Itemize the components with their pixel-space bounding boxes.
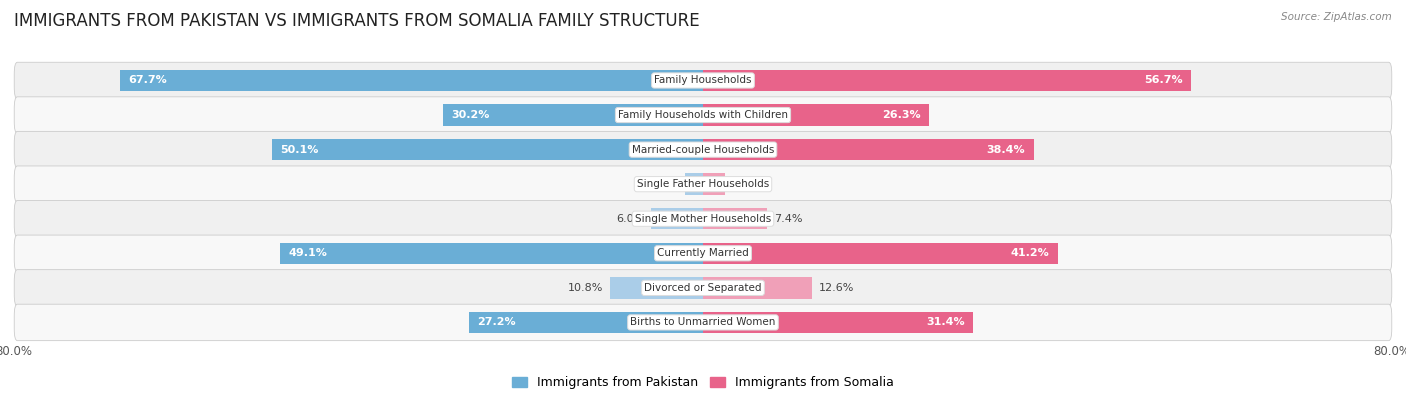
Bar bbox=[468, 312, 703, 333]
Text: 7.4%: 7.4% bbox=[773, 214, 801, 224]
Bar bbox=[703, 139, 1033, 160]
Legend: Immigrants from Pakistan, Immigrants from Somalia: Immigrants from Pakistan, Immigrants fro… bbox=[506, 371, 900, 394]
Text: 50.1%: 50.1% bbox=[280, 145, 319, 154]
FancyBboxPatch shape bbox=[14, 97, 1392, 133]
Text: Divorced or Separated: Divorced or Separated bbox=[644, 283, 762, 293]
Bar bbox=[703, 208, 766, 229]
FancyBboxPatch shape bbox=[14, 270, 1392, 306]
Text: 26.3%: 26.3% bbox=[882, 110, 921, 120]
Text: 10.8%: 10.8% bbox=[568, 283, 603, 293]
Bar bbox=[685, 173, 703, 195]
Text: Source: ZipAtlas.com: Source: ZipAtlas.com bbox=[1281, 12, 1392, 22]
FancyBboxPatch shape bbox=[14, 132, 1392, 168]
FancyBboxPatch shape bbox=[14, 201, 1392, 237]
Bar bbox=[280, 243, 703, 264]
FancyBboxPatch shape bbox=[14, 62, 1392, 99]
Text: Currently Married: Currently Married bbox=[657, 248, 749, 258]
Bar bbox=[703, 243, 1057, 264]
Text: 56.7%: 56.7% bbox=[1144, 75, 1182, 85]
Text: 49.1%: 49.1% bbox=[288, 248, 328, 258]
FancyBboxPatch shape bbox=[14, 304, 1392, 340]
Bar bbox=[651, 208, 703, 229]
Text: Family Households: Family Households bbox=[654, 75, 752, 85]
Text: 2.5%: 2.5% bbox=[731, 179, 759, 189]
Text: 12.6%: 12.6% bbox=[818, 283, 853, 293]
Bar bbox=[120, 70, 703, 91]
Bar bbox=[443, 104, 703, 126]
Text: 67.7%: 67.7% bbox=[128, 75, 167, 85]
Text: 31.4%: 31.4% bbox=[927, 318, 965, 327]
Bar bbox=[271, 139, 703, 160]
FancyBboxPatch shape bbox=[14, 235, 1392, 271]
Text: 27.2%: 27.2% bbox=[478, 318, 516, 327]
Bar bbox=[610, 277, 703, 299]
Bar bbox=[703, 104, 929, 126]
Bar bbox=[703, 173, 724, 195]
Bar bbox=[703, 70, 1191, 91]
Text: Married-couple Households: Married-couple Households bbox=[631, 145, 775, 154]
Bar bbox=[703, 312, 973, 333]
Text: Family Households with Children: Family Households with Children bbox=[619, 110, 787, 120]
Text: Births to Unmarried Women: Births to Unmarried Women bbox=[630, 318, 776, 327]
Text: 2.1%: 2.1% bbox=[650, 179, 678, 189]
FancyBboxPatch shape bbox=[14, 166, 1392, 202]
Text: 38.4%: 38.4% bbox=[987, 145, 1025, 154]
Text: IMMIGRANTS FROM PAKISTAN VS IMMIGRANTS FROM SOMALIA FAMILY STRUCTURE: IMMIGRANTS FROM PAKISTAN VS IMMIGRANTS F… bbox=[14, 12, 700, 30]
Bar bbox=[703, 277, 811, 299]
Text: 6.0%: 6.0% bbox=[616, 214, 644, 224]
Text: Single Father Households: Single Father Households bbox=[637, 179, 769, 189]
Text: 30.2%: 30.2% bbox=[451, 110, 489, 120]
Text: 41.2%: 41.2% bbox=[1011, 248, 1049, 258]
Text: Single Mother Households: Single Mother Households bbox=[636, 214, 770, 224]
